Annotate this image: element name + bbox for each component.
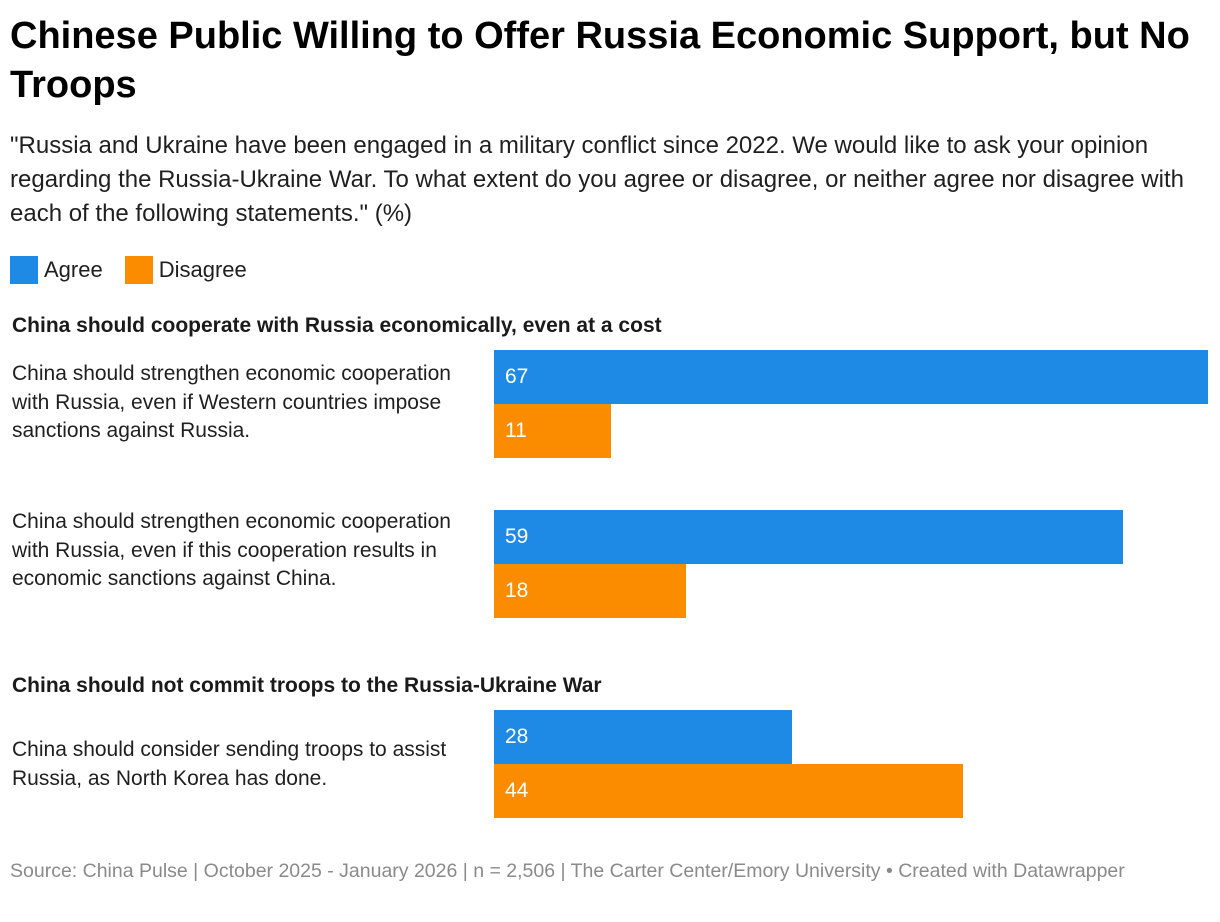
source-note: Source: China Pulse | October 2025 - Jan… <box>10 860 1125 882</box>
bar-value-disagree-2: 18 <box>505 579 529 602</box>
chart-title: Chinese Public Willing to Offer Russia E… <box>10 15 1190 106</box>
bar-agree-2: 59 <box>494 510 1123 564</box>
row-label-western-sanctions: China should strengthen economic coopera… <box>12 362 451 442</box>
bar-disagree-2: 18 <box>494 564 686 618</box>
row-label-troops: China should consider sending troops to … <box>12 738 447 790</box>
row-label-sanctions-against-china: China should strengthen economic coopera… <box>12 510 451 590</box>
group-header-economic: China should cooperate with Russia econo… <box>12 314 662 337</box>
bar-value-agree-2: 59 <box>505 525 529 548</box>
bar-agree-3: 28 <box>494 710 792 764</box>
bar-disagree-1: 11 <box>494 404 611 458</box>
legend-label-disagree: Disagree <box>158 257 247 282</box>
bar-value-disagree-1: 11 <box>505 419 527 442</box>
bar-agree-1: 67 <box>494 350 1208 404</box>
bar-value-agree-1: 67 <box>505 365 529 388</box>
legend-item-agree: Agree <box>10 256 103 284</box>
bar-disagree-3: 44 <box>494 764 963 818</box>
bar-value-disagree-3: 44 <box>505 779 529 802</box>
bar-value-agree-3: 28 <box>505 725 529 748</box>
legend-label-agree: Agree <box>44 257 103 282</box>
group-header-troops: China should not commit troops to the Ru… <box>12 674 602 697</box>
agree-swatch <box>10 256 38 284</box>
legend: Agree Disagree <box>10 256 269 284</box>
chart-subtitle: "Russia and Ukraine have been engaged in… <box>10 132 1184 227</box>
legend-item-disagree: Disagree <box>124 256 247 284</box>
disagree-swatch <box>124 256 153 284</box>
